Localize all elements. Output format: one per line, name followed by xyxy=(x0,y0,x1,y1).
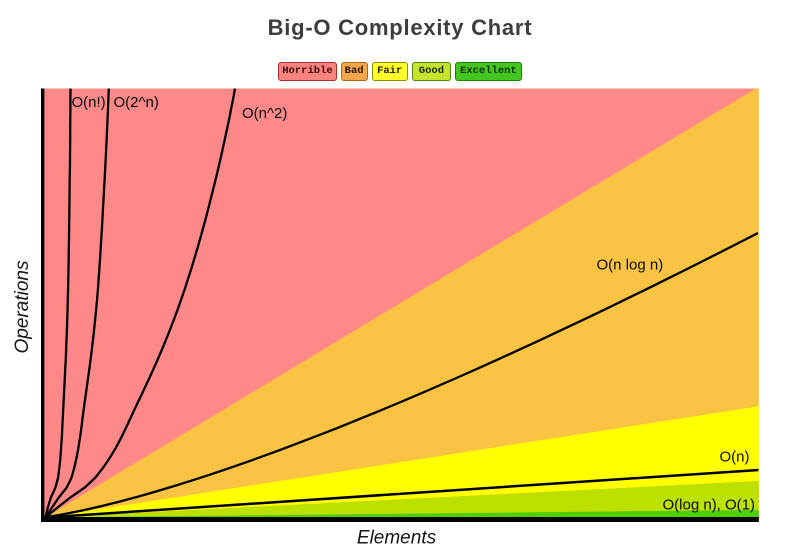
svg-text:Elements: Elements xyxy=(357,528,437,549)
svg-text:O(n!): O(n!) xyxy=(72,94,106,111)
svg-text:O(log n), O(1): O(log n), O(1) xyxy=(663,497,756,514)
svg-text:O(2^n): O(2^n) xyxy=(114,94,159,111)
svg-text:O(n^2): O(n^2) xyxy=(242,105,287,122)
svg-text:O(n): O(n) xyxy=(720,449,750,466)
svg-text:O(n log n): O(n log n) xyxy=(597,257,664,274)
svg-text:Operations: Operations xyxy=(12,260,33,353)
